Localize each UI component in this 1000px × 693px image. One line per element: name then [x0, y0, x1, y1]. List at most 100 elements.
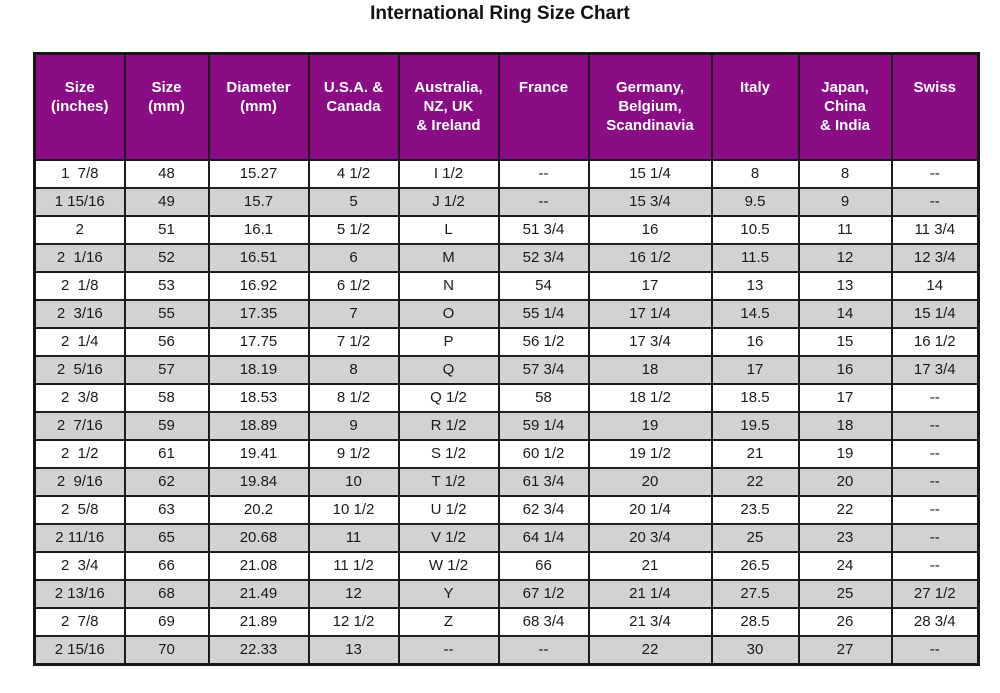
table-row: 2 7/8 69 21.89 12 1/2 Z 68 3/4 21 3/4 28.5 26 28 … [33, 606, 980, 637]
table-row: 2 1/2 61 19.41 9 1/2 S 1/2 60 1/2 19 1/2 21 19 -- [33, 438, 980, 469]
table-cell: 27.5 [710, 578, 800, 609]
table-row: 2 51 16.1 5 1/2 L 51 3/4 16 10.5 11 11 3/4 [33, 214, 980, 245]
table-cell: 9.5 [710, 186, 800, 217]
table-cell: 20 3/4 [587, 522, 713, 553]
table-cell: 2 1/16 [33, 242, 126, 273]
header-cell-3: U.S.A. & Canada [307, 52, 400, 161]
table-cell: 25 [710, 522, 800, 553]
table-cell: 9 [797, 186, 893, 217]
table-cell: 16.92 [207, 270, 310, 301]
table-cell: 11.5 [710, 242, 800, 273]
table-cell: -- [890, 522, 980, 553]
table-cell: L [397, 214, 500, 245]
table-cell: 11 [307, 522, 400, 553]
table-cell: 18.5 [710, 382, 800, 413]
table-cell: -- [497, 186, 590, 217]
table-cell: 49 [123, 186, 210, 217]
table-cell: 2 3/4 [33, 550, 126, 581]
table-cell: 28 3/4 [890, 606, 980, 637]
table-cell: 65 [123, 522, 210, 553]
table-cell: 1 15/16 [33, 186, 126, 217]
table-cell: 2 [33, 214, 126, 245]
table-cell: 64 1/4 [497, 522, 590, 553]
table-row: 2 1/4 56 17.75 7 1/2 P 56 1/2 17 3/4 16 15 16 1/2 [33, 326, 980, 357]
table-row: 2 1/8 53 16.92 6 1/2 N 54 17 13 13 14 [33, 270, 980, 301]
table-cell: 8 [797, 158, 893, 189]
table-cell: 61 [123, 438, 210, 469]
table-row: 2 5/8 63 20.2 10 1/2 U 1/2 62 3/4 20 1/4 23.5 22… [33, 494, 980, 525]
table-cell: 19 1/2 [587, 438, 713, 469]
table-cell: 48 [123, 158, 210, 189]
header-cell-9: Swiss [890, 52, 980, 161]
table-cell: 9 [307, 410, 400, 441]
table-row: 2 13/16 68 21.49 12 Y 67 1/2 21 1/4 27.5 25 27 1/… [33, 578, 980, 609]
table-cell: 2 3/16 [33, 298, 126, 329]
table-cell: 21.89 [207, 606, 310, 637]
table-cell: 55 1/4 [497, 298, 590, 329]
table-row: 2 7/16 59 18.89 9 R 1/2 59 1/4 19 19.5 18 -- [33, 410, 980, 441]
table-cell: 7 1/2 [307, 326, 400, 357]
table-cell: 19 [797, 438, 893, 469]
table-row: 2 3/4 66 21.08 11 1/2 W 1/2 66 21 26.5 24 -- [33, 550, 980, 581]
table-row: 2 5/16 57 18.19 8 Q 57 3/4 18 17 16 17 3/4 [33, 354, 980, 385]
table-cell: 16.1 [207, 214, 310, 245]
table-cell: 16 1/2 [587, 242, 713, 273]
table-cell: -- [890, 550, 980, 581]
table-cell: 18.89 [207, 410, 310, 441]
table-cell: 22 [797, 494, 893, 525]
table-cell: 53 [123, 270, 210, 301]
table-cell: 17 [710, 354, 800, 385]
table-cell: U 1/2 [397, 494, 500, 525]
table-cell: 10.5 [710, 214, 800, 245]
table-cell: 2 13/16 [33, 578, 126, 609]
table-cell: 2 5/16 [33, 354, 126, 385]
table-cell: 62 [123, 466, 210, 497]
table-cell: 21.49 [207, 578, 310, 609]
table-cell: 12 [797, 242, 893, 273]
table-cell: Y [397, 578, 500, 609]
table-cell: J 1/2 [397, 186, 500, 217]
table-cell: 10 1/2 [307, 494, 400, 525]
table-cell: M [397, 242, 500, 273]
table-cell: 58 [497, 382, 590, 413]
table-cell: 2 7/16 [33, 410, 126, 441]
table-cell: 17 [797, 382, 893, 413]
table-cell: 17.75 [207, 326, 310, 357]
table-cell: 2 1/8 [33, 270, 126, 301]
table-cell: 16 [797, 354, 893, 385]
table-cell: 5 [307, 186, 400, 217]
table-cell: 13 [710, 270, 800, 301]
table-cell: 66 [497, 550, 590, 581]
table-cell: 22 [587, 634, 713, 665]
header-cell-2: Diameter (mm) [207, 52, 310, 161]
table-cell: 19 [587, 410, 713, 441]
table-cell: 59 [123, 410, 210, 441]
table-row: 2 15/16 70 22.33 13 -- -- 22 30 27 -- [33, 634, 980, 665]
header-cell-7: Italy [710, 52, 800, 161]
table-row: 2 3/16 55 17.35 7 O 55 1/4 17 1/4 14.5 14 15 1/4 [33, 298, 980, 329]
header-cell-1: Size (mm) [123, 52, 210, 161]
table-cell: -- [890, 158, 980, 189]
table-cell: 56 1/2 [497, 326, 590, 357]
table-cell: 17 3/4 [587, 326, 713, 357]
table-cell: 12 [307, 578, 400, 609]
table-cell: 58 [123, 382, 210, 413]
table-cell: 69 [123, 606, 210, 637]
table-cell: 51 [123, 214, 210, 245]
table-cell: 54 [497, 270, 590, 301]
table-cell: R 1/2 [397, 410, 500, 441]
table-cell: I 1/2 [397, 158, 500, 189]
table-cell: Z [397, 606, 500, 637]
table-cell: 9 1/2 [307, 438, 400, 469]
table-cell: 11 [797, 214, 893, 245]
table-cell: 18.19 [207, 354, 310, 385]
table-cell: 2 15/16 [33, 634, 126, 665]
table-cell: 63 [123, 494, 210, 525]
table-cell: T 1/2 [397, 466, 500, 497]
table-cell: 52 [123, 242, 210, 273]
table-cell: 21 [710, 438, 800, 469]
header-cell-6: Germany, Belgium, Scandinavia [587, 52, 713, 161]
table-cell: 30 [710, 634, 800, 665]
table-cell: 17 [587, 270, 713, 301]
